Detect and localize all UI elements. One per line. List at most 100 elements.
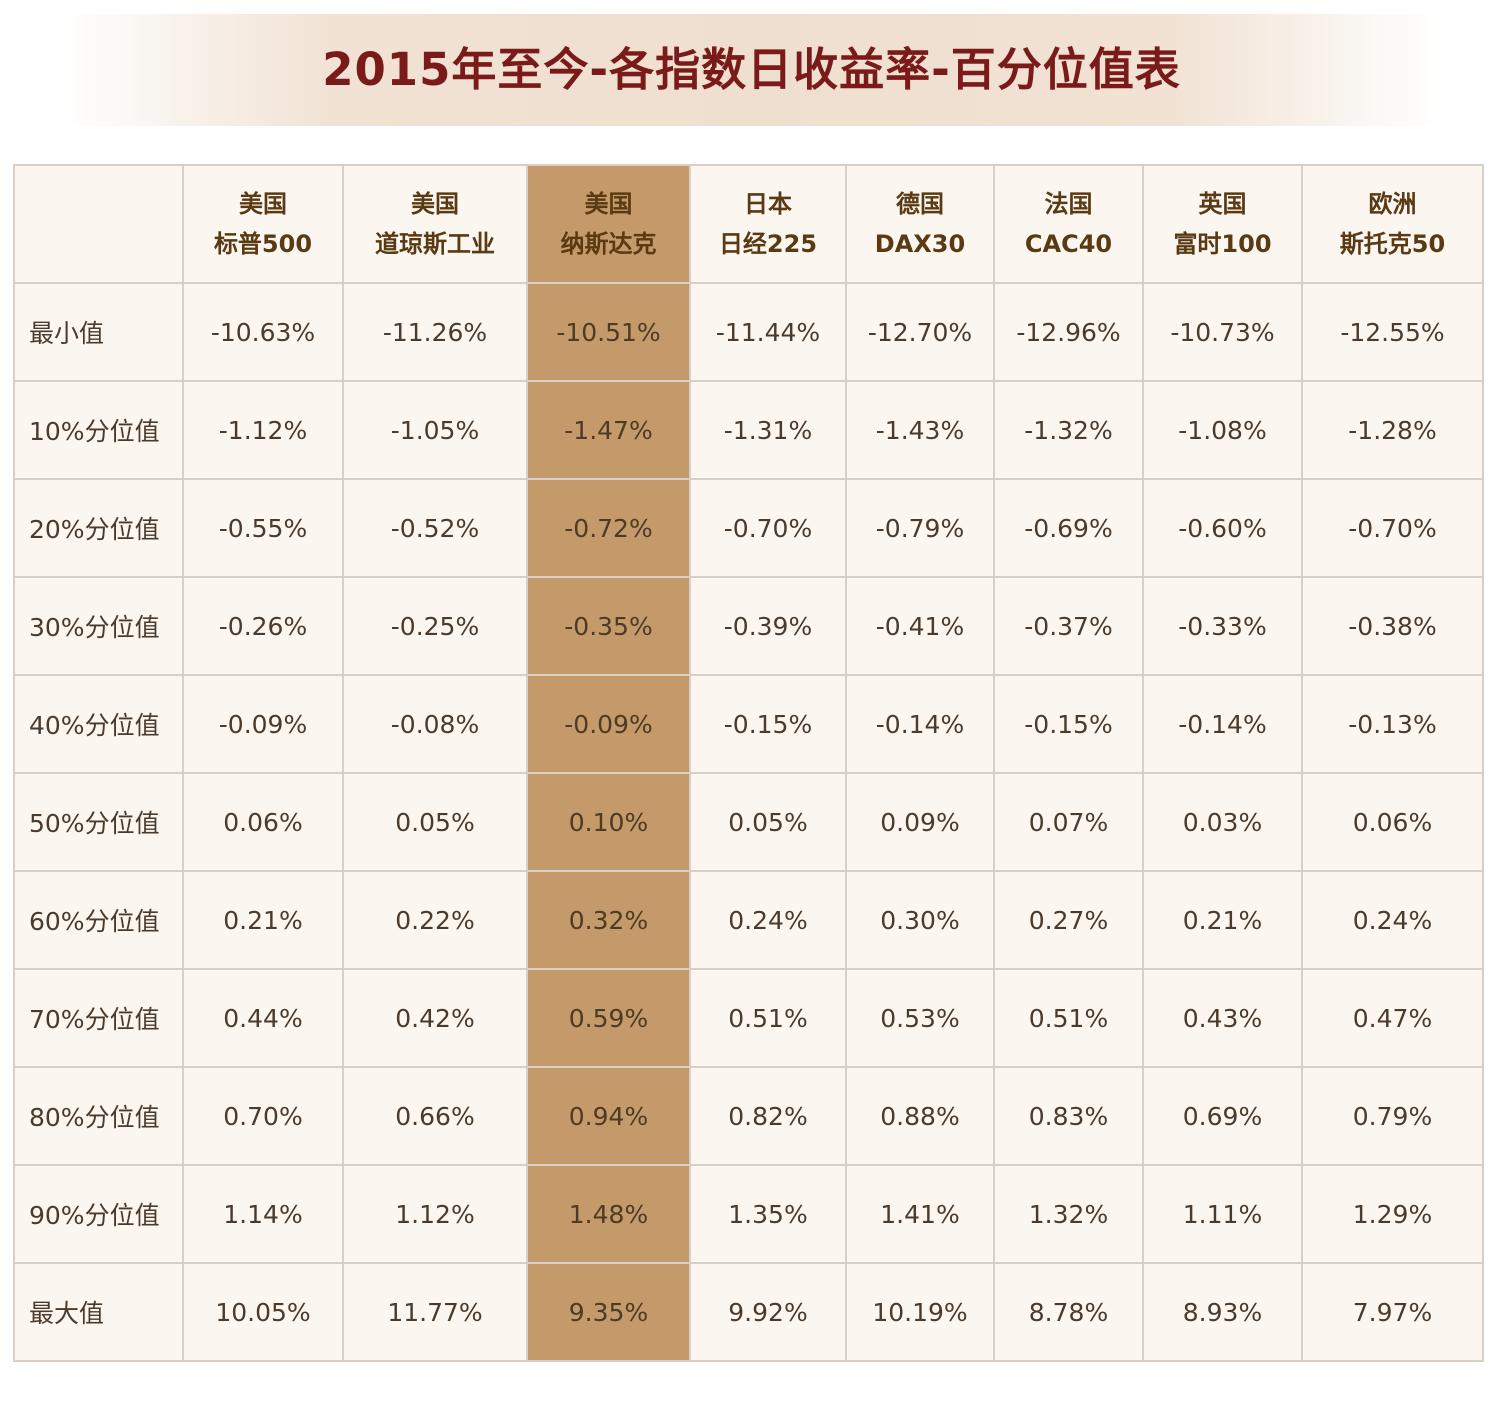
column-header-region: 美国 (584, 190, 633, 218)
table-cell: -0.09% (526, 674, 691, 774)
row-label: 80%分位值 (13, 1066, 184, 1166)
table-cell: -0.35% (526, 576, 691, 676)
table-cell: -0.08% (342, 674, 528, 774)
table-row: 90%分位值 1.14% 1.12% 1.48% 1.35% 1.41% 1.32% 1.11… (13, 1164, 1484, 1264)
table-cell: 0.70% (182, 1066, 344, 1166)
table-cell: -1.08% (1142, 380, 1303, 480)
table-row: 10%分位值 -1.12% -1.05% -1.47% -1.31% -1.43% -1.3… (13, 380, 1484, 480)
table-cell: 0.24% (689, 870, 847, 970)
table-cell: -0.13% (1301, 674, 1484, 774)
row-label: 50%分位值 (13, 772, 184, 872)
table-cell: 10.05% (182, 1262, 344, 1362)
table-cell: -0.33% (1142, 576, 1303, 676)
row-label: 10%分位值 (13, 380, 184, 480)
table-cell: -0.79% (845, 478, 995, 578)
column-header-region: 美国 (411, 190, 459, 218)
table-cell: 0.42% (342, 968, 528, 1068)
row-label: 20%分位值 (13, 478, 184, 578)
table-cell: 0.21% (182, 870, 344, 970)
table-cell: -0.15% (993, 674, 1144, 774)
table-cell: 0.51% (993, 968, 1144, 1068)
table-cell: -11.26% (342, 282, 528, 382)
table-cell: -0.38% (1301, 576, 1484, 676)
table-cell: -0.60% (1142, 478, 1303, 578)
column-header: 美国 道琼斯工业 (342, 164, 528, 284)
row-label: 最大值 (13, 1262, 184, 1362)
table-cell: 0.10% (526, 772, 691, 872)
table-row: 最大值 10.05% 11.77% 9.35% 9.92% 10.19% 8.78% 8.93… (13, 1262, 1484, 1362)
table-cell: 10.19% (845, 1262, 995, 1362)
table-cell: 0.51% (689, 968, 847, 1068)
table-cell: -10.51% (526, 282, 691, 382)
table-cell: 0.66% (342, 1066, 528, 1166)
table-cell: 0.07% (993, 772, 1144, 872)
table-cell: 1.12% (342, 1164, 528, 1264)
table-cell: -0.26% (182, 576, 344, 676)
table-cell: -1.12% (182, 380, 344, 480)
table-cell: 0.03% (1142, 772, 1303, 872)
table-cell: 7.97% (1301, 1262, 1484, 1362)
table-cell: -0.09% (182, 674, 344, 774)
column-header: 日本 日经225 (689, 164, 847, 284)
row-label: 最小值 (13, 282, 184, 382)
column-header-index: 富时100 (1173, 230, 1272, 258)
table-cell: -12.96% (993, 282, 1144, 382)
column-header-region: 日本 (744, 190, 792, 218)
table-cell: -0.70% (1301, 478, 1484, 578)
column-header: 欧洲斯托克50 (1301, 164, 1484, 284)
table-row: 70%分位值 0.44% 0.42% 0.59% 0.51% 0.53% 0.51% 0.43… (13, 968, 1484, 1068)
table-cell: 8.78% (993, 1262, 1144, 1362)
table-cell: 1.32% (993, 1164, 1144, 1264)
table-cell: 0.21% (1142, 870, 1303, 970)
table-cell: 1.35% (689, 1164, 847, 1264)
column-header-region: 德国 (896, 190, 944, 218)
table-row: 30%分位值 -0.26% -0.25% -0.35% -0.39% -0.41% -0.3… (13, 576, 1484, 676)
table-cell: 0.24% (1301, 870, 1484, 970)
table-cell: 0.44% (182, 968, 344, 1068)
table-cell: 0.22% (342, 870, 528, 970)
table-cell: -1.43% (845, 380, 995, 480)
table-cell: 0.59% (526, 968, 691, 1068)
table-cell: -1.32% (993, 380, 1144, 480)
table-row: 20%分位值 -0.55% -0.52% -0.72% -0.70% -0.79% -0.6… (13, 478, 1484, 578)
table-body: 美国 标普500 美国 道琼斯工业 美国 纳斯达克 日本 日经225 德国 DAX30 法国 CAC4… (13, 164, 1484, 1362)
column-header-index: CAC40 (1024, 230, 1113, 258)
table-cell: 0.88% (845, 1066, 995, 1166)
table-cell: 1.29% (1301, 1164, 1484, 1264)
table-cell: 0.05% (689, 772, 847, 872)
column-header-region: 欧洲 (1368, 190, 1417, 218)
table-cell: 9.35% (526, 1262, 691, 1362)
table-cell: 0.06% (182, 772, 344, 872)
column-header: 英国 富时100 (1142, 164, 1303, 284)
table-cell: -1.28% (1301, 380, 1484, 480)
table-cell: 1.14% (182, 1164, 344, 1264)
column-header: 法国 CAC40 (993, 164, 1144, 284)
table-cell: -0.72% (526, 478, 691, 578)
table-cell: 0.09% (845, 772, 995, 872)
table-cell: 0.06% (1301, 772, 1484, 872)
table-cell: -0.15% (689, 674, 847, 774)
table-row: 50%分位值 0.06% 0.05% 0.10% 0.05% 0.09% 0.07% 0.03… (13, 772, 1484, 872)
column-header-region: 法国 (1044, 190, 1093, 218)
table-cell: -12.70% (845, 282, 995, 382)
column-header: 美国 纳斯达克 (526, 164, 691, 284)
table-cell: 0.79% (1301, 1066, 1484, 1166)
table-cell: 0.83% (993, 1066, 1144, 1166)
header-row: 美国 标普500 美国 道琼斯工业 美国 纳斯达克 日本 日经225 德国 DAX30 法国 CAC4… (13, 164, 1484, 284)
table-cell: 0.05% (342, 772, 528, 872)
table-cell: 0.69% (1142, 1066, 1303, 1166)
column-header-index: 纳斯达克 (560, 230, 657, 258)
row-label: 60%分位值 (13, 870, 184, 970)
table-cell: 1.48% (526, 1164, 691, 1264)
column-header-region: 美国 (239, 190, 287, 218)
column-header-index: 斯托克50 (1339, 230, 1446, 258)
table-row: 最小值 -10.63% -11.26% -10.51% -11.44% -12.70% -1… (13, 282, 1484, 382)
table-cell: -10.73% (1142, 282, 1303, 382)
table-cell: 11.77% (342, 1262, 528, 1362)
table-cell: 0.94% (526, 1066, 691, 1166)
table-cell: -0.55% (182, 478, 344, 578)
table-cell: -11.44% (689, 282, 847, 382)
title-banner (60, 14, 1443, 126)
row-label: 90%分位值 (13, 1164, 184, 1264)
table-cell: -1.47% (526, 380, 691, 480)
